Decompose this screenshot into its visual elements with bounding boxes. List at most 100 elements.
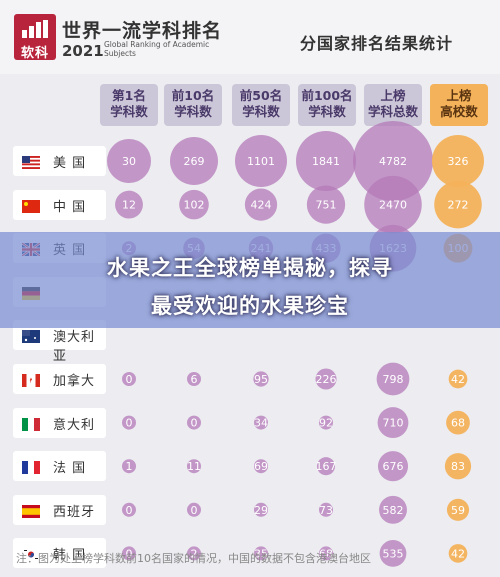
bubble	[122, 415, 136, 430]
bubble	[187, 415, 201, 430]
bubble	[448, 544, 468, 563]
bubble	[254, 415, 268, 430]
bubble	[377, 407, 409, 439]
column-header-3: 前50名 学科数	[232, 84, 290, 126]
bubble	[379, 540, 407, 567]
us-flag-icon	[22, 154, 40, 169]
bubble	[319, 502, 333, 517]
bubble	[122, 546, 136, 561]
bubble	[235, 135, 287, 187]
bubble	[444, 453, 472, 480]
bubble-label: 2470	[379, 199, 407, 212]
kr-flag-icon	[22, 546, 40, 562]
logo-bars-icon	[22, 20, 48, 38]
bubble	[446, 410, 470, 435]
header: 软科 世界一流学科排名 2021 Global Ranking of Acade…	[0, 0, 500, 74]
bubble-label: 226	[316, 373, 337, 386]
country-name: 澳大利亚	[53, 330, 96, 365]
bubble-label: 68	[451, 417, 465, 430]
bubble	[122, 502, 136, 517]
bubble-label: 326	[448, 155, 469, 168]
bubble	[434, 180, 482, 229]
bubble	[306, 185, 346, 224]
country-name: 意大利	[53, 417, 96, 433]
bubble	[254, 546, 268, 561]
bubble-label: 73	[319, 504, 333, 517]
country-row-7: 意大利	[13, 407, 106, 438]
bubble	[244, 188, 278, 221]
brand-title: 世界一流学科排名	[62, 20, 223, 42]
bubble-label: 6	[191, 373, 198, 386]
bubble-label: 535	[383, 547, 404, 560]
bubble	[107, 139, 151, 183]
bubble	[115, 190, 143, 219]
bubble	[122, 372, 136, 386]
bubble	[319, 415, 333, 430]
footnote: 注：图为处上榜学科数前10名国家的情况，中国的数据不包含港澳台地区	[16, 552, 371, 565]
bubble-label: 0	[191, 417, 198, 430]
column-header-4: 前100名 学科数	[298, 84, 356, 126]
bubble-label: 582	[383, 504, 404, 517]
country-row-2: 中 国	[13, 189, 106, 220]
bubble	[254, 502, 268, 517]
column-header-6: 上榜 高校数	[430, 84, 488, 126]
bubble-label: 12	[122, 199, 136, 212]
banner-line-2: 最受欢迎的水果珍宝	[151, 294, 349, 318]
bubble-label: 0	[126, 373, 133, 386]
bubble-label: 34	[254, 417, 268, 430]
bubble-label: 11	[187, 460, 201, 473]
chart-title: 分国家排名结果统计	[300, 34, 454, 53]
bubble-label: 167	[316, 460, 337, 473]
bubble-label: 1841	[312, 155, 340, 168]
column-header-5: 上榜 学科总数	[364, 84, 422, 126]
bubble	[187, 546, 201, 561]
country-name: 西班牙	[53, 504, 96, 520]
bubble	[296, 131, 356, 191]
bubble	[187, 459, 201, 474]
bubble	[254, 459, 268, 474]
bubble-label: 30	[122, 155, 136, 168]
column-header-1: 第1名 学科数	[100, 84, 158, 126]
bubble	[353, 121, 433, 201]
bubble	[316, 457, 336, 476]
bubble-label: 59	[451, 504, 465, 517]
fr-flag-icon	[22, 459, 40, 475]
bubble	[315, 368, 337, 390]
bubble	[379, 495, 407, 524]
country-name: 中 国	[53, 199, 87, 215]
country-row-9: 西班牙	[13, 494, 106, 525]
country-name: 法 国	[53, 461, 87, 477]
bubble	[376, 362, 410, 396]
bubble-label: 710	[383, 417, 404, 430]
bubble-label: 424	[251, 199, 272, 212]
column-header-2: 前10名 学科数	[164, 84, 222, 126]
bubble-label: 676	[383, 460, 404, 473]
brand-year: 2021	[62, 42, 104, 60]
bubble-label: 92	[319, 417, 333, 430]
bubble	[187, 372, 201, 386]
bubble-label: 29	[254, 504, 268, 517]
overlay-banner	[0, 232, 500, 328]
ca-flag-icon	[22, 372, 40, 387]
bubble-label: 1	[126, 460, 133, 473]
logo-text: 软科	[20, 46, 49, 61]
bubble	[187, 502, 201, 517]
bubble-label: 83	[451, 460, 465, 473]
bubble	[448, 369, 468, 389]
bubble-label: 42	[451, 373, 465, 386]
bubble	[377, 451, 409, 482]
banner-line-1: 水果之王全球榜单揭秘，探寻	[107, 256, 393, 280]
brand-subtitle: Global Ranking of Academic Subjects	[104, 40, 210, 58]
bubble-label: 0	[126, 417, 133, 430]
bubble-label: 798	[383, 373, 404, 386]
country-name: 加拿大	[53, 374, 96, 389]
bubble	[179, 189, 209, 220]
country-row-8: 法 国	[13, 451, 106, 482]
bubble	[170, 137, 218, 185]
country-row-10: 韩 国	[13, 538, 106, 569]
bubble-label: 42	[451, 547, 465, 560]
bubble-label: 0	[126, 504, 133, 517]
logo: 软科	[14, 14, 56, 61]
bubble-label: 269	[184, 155, 205, 168]
au-flag-icon	[22, 328, 40, 344]
